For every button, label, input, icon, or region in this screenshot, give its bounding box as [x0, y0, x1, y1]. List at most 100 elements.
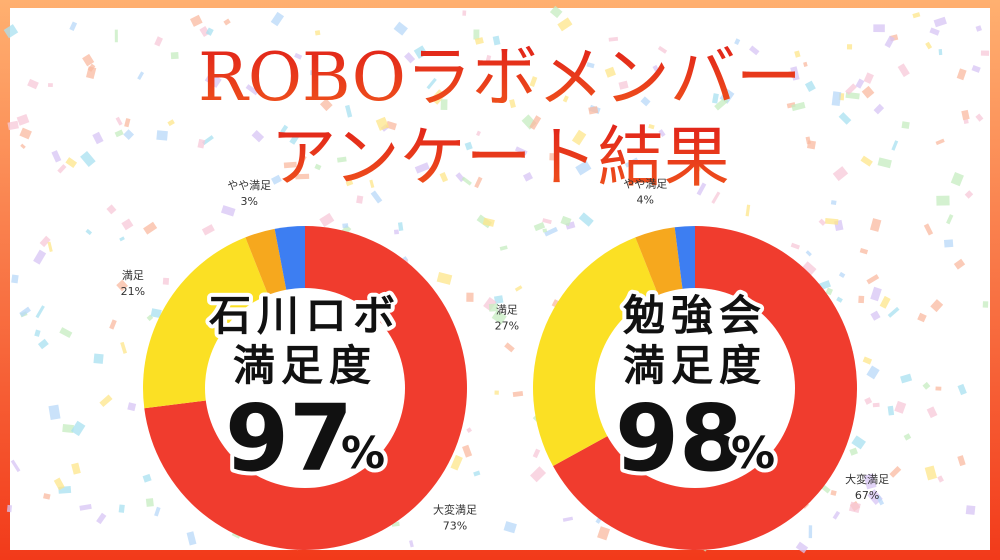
- confetti-piece: [65, 157, 78, 169]
- confetti-piece: [891, 140, 899, 151]
- confetti-piece: [336, 156, 347, 163]
- confetti-piece: [922, 381, 931, 390]
- slice-category: やや満足: [623, 177, 667, 190]
- confetti-piece: [245, 84, 259, 96]
- confetti-piece: [836, 296, 843, 303]
- confetti-piece: [413, 45, 428, 59]
- confetti-piece: [345, 179, 354, 187]
- confetti-piece: [223, 18, 231, 26]
- confetti-piece: [115, 116, 123, 126]
- confetti-piece: [791, 101, 806, 112]
- confetti-piece: [96, 512, 107, 525]
- confetti-piece: [19, 127, 32, 140]
- confetti-piece: [280, 124, 289, 134]
- confetti-piece: [925, 41, 933, 50]
- confetti-piece: [51, 150, 62, 163]
- confetti-piece: [409, 540, 414, 548]
- confetti-piece: [903, 433, 912, 441]
- confetti-piece: [220, 205, 236, 217]
- confetti-piece: [533, 222, 546, 232]
- confetti-piece: [440, 99, 448, 110]
- confetti-piece: [801, 261, 817, 276]
- confetti-piece: [271, 174, 282, 185]
- confetti-piece: [873, 24, 885, 33]
- confetti-piece: [929, 27, 940, 36]
- confetti-piece: [652, 64, 660, 73]
- confetti-piece: [414, 162, 430, 174]
- confetti-piece: [936, 195, 950, 206]
- confetti-piece: [846, 44, 853, 50]
- confetti-piece: [957, 455, 966, 467]
- confetti-piece: [877, 157, 892, 169]
- confetti-piece: [657, 45, 668, 54]
- confetti-piece: [314, 163, 322, 171]
- confetti-piece: [887, 405, 895, 416]
- confetti-piece: [924, 465, 938, 481]
- confetti-piece: [251, 129, 265, 143]
- confetti-piece: [483, 296, 497, 311]
- confetti-piece: [863, 473, 877, 490]
- confetti-piece: [562, 516, 574, 522]
- confetti-piece: [523, 172, 533, 182]
- confetti-piece: [494, 390, 499, 395]
- confetti-piece: [917, 312, 927, 323]
- confetti-piece: [466, 292, 474, 302]
- confetti-piece: [319, 98, 333, 112]
- confetti-piece: [79, 503, 92, 511]
- confetti-piece: [393, 21, 408, 36]
- donut-hole: [595, 288, 795, 488]
- confetti-piece: [493, 295, 504, 304]
- confetti-piece: [971, 64, 981, 73]
- confetti-piece: [894, 400, 907, 414]
- confetti-piece: [204, 72, 222, 88]
- confetti-piece: [11, 274, 19, 284]
- donut-hole: [205, 288, 405, 488]
- title-line: アンケート結果: [270, 119, 729, 196]
- confetti-piece: [930, 299, 944, 313]
- slice-value-label: 3%: [240, 195, 257, 208]
- confetti-piece: [426, 77, 437, 90]
- confetti-piece: [70, 420, 86, 437]
- confetti-piece: [830, 489, 837, 496]
- center-text: 満足度: [233, 341, 377, 390]
- confetti-piece: [385, 120, 397, 131]
- confetti-piece: [825, 287, 833, 296]
- title-line: ROBOラボメンバー: [198, 39, 802, 116]
- confetti-piece: [3, 24, 19, 39]
- confetti-piece: [6, 504, 13, 513]
- confetti-piece: [859, 247, 869, 255]
- confetti-piece: [450, 454, 463, 471]
- confetti-piece: [861, 85, 875, 99]
- confetti-piece: [864, 397, 873, 405]
- confetti-piece: [530, 466, 547, 483]
- confetti-piece: [560, 215, 572, 227]
- confetti-piece: [578, 212, 594, 227]
- confetti-piece: [7, 120, 19, 131]
- confetti-piece: [485, 54, 492, 65]
- confetti-piece: [197, 138, 206, 149]
- confetti-piece: [150, 308, 162, 319]
- confetti-piece: [808, 525, 813, 539]
- confetti-piece: [624, 157, 639, 168]
- confetti-piece: [170, 52, 179, 60]
- confetti-piece: [509, 99, 516, 109]
- confetti-piece: [462, 10, 467, 16]
- confetti-piece: [202, 135, 214, 146]
- confetti-piece: [87, 63, 96, 72]
- slice-category: 大変満足: [845, 472, 889, 486]
- confetti-piece: [532, 448, 541, 459]
- confetti-piece: [658, 129, 666, 137]
- center-text: 石川ロボ: [209, 291, 401, 340]
- confetti-piece: [557, 17, 573, 32]
- center-value: 97: [225, 385, 353, 492]
- confetti-piece: [869, 218, 882, 232]
- confetti-piece: [866, 365, 880, 380]
- confetti-piece: [92, 131, 104, 145]
- confetti-piece: [476, 130, 481, 137]
- confetti-piece: [488, 303, 498, 312]
- confetti-piece: [618, 80, 629, 90]
- confetti-piece: [863, 72, 874, 84]
- confetti-piece: [270, 11, 285, 27]
- confetti-piece: [503, 521, 517, 534]
- confetti-piece: [34, 329, 41, 337]
